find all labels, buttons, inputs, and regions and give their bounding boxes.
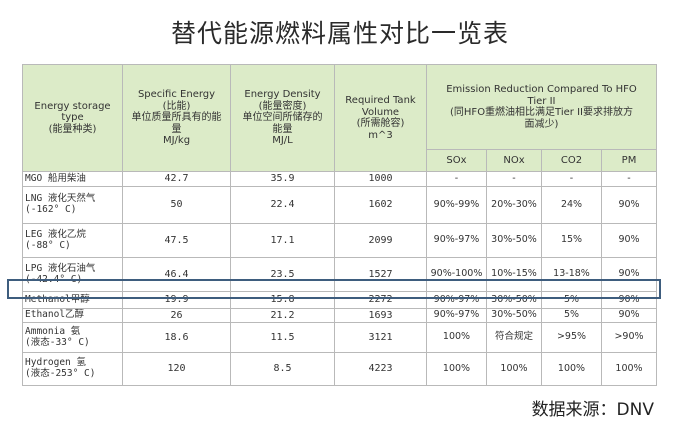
co2-cell: 24% (541, 186, 602, 224)
sox-cell: 100% (426, 322, 487, 353)
specific-energy-cell: 26 (122, 308, 231, 323)
sox-cell: 90%-100% (426, 257, 487, 292)
pm-cell: 90% (600, 223, 658, 258)
header-pm: PM (600, 149, 658, 172)
co2-cell: 13-18% (541, 257, 602, 292)
table-row: Ammonia 氨 (液态-33° C) 18.6 11.5 3121 100% … (22, 322, 658, 353)
co2-cell: 5% (541, 291, 602, 309)
specific-energy-cell: 47.5 (122, 223, 231, 258)
header-energy-density: Energy Density (能量密度) 单位空间所储存的 能量 MJ/L (230, 64, 335, 172)
fuel-name: MGO 船用柴油 (22, 171, 123, 187)
table-row: LNG 液化天然气 (-162° C) 50 22.4 1602 90%-99% … (22, 186, 658, 224)
pm-cell: 90% (600, 186, 658, 224)
header-tank-volume: Required Tank Volume (所需舱容) m^3 (334, 64, 427, 172)
sox-cell: 90%-97% (426, 308, 487, 323)
nox-cell: 100% (486, 352, 542, 386)
specific-energy-cell: 120 (122, 352, 231, 386)
fuel-name: LEG 液化乙烷 (-88° C) (22, 223, 123, 258)
header-specific-energy: Specific Energy (比能) 单位质量所具有的能 量 MJ/kg (122, 64, 231, 172)
energy-density-cell: 8.5 (230, 352, 335, 386)
nox-cell: 30%-50% (486, 223, 542, 258)
fuel-comparison-table: Energy storage type (能量种类) Specific Ener… (22, 64, 658, 386)
tank-volume-cell: 1000 (334, 171, 427, 187)
nox-cell: 10%-15% (486, 257, 542, 292)
specific-energy-cell: 50 (122, 186, 231, 224)
pm-cell: 100% (600, 352, 658, 386)
tank-volume-cell: 1527 (334, 257, 427, 292)
tank-volume-cell: 3121 (334, 322, 427, 353)
pm-cell: >90% (600, 322, 658, 353)
page-title: 替代能源燃料属性对比一览表 (170, 19, 509, 48)
pm-cell: 90% (600, 257, 658, 292)
fuel-name: Ethanol乙醇 (22, 308, 123, 323)
data-source-note: 数据来源：DNV (531, 400, 654, 420)
nox-cell: 20%-30% (486, 186, 542, 224)
tank-volume-cell: 1693 (334, 308, 427, 323)
tank-volume-cell: 1602 (334, 186, 427, 224)
specific-energy-cell: 42.7 (122, 171, 231, 187)
co2-cell: >95% (541, 322, 602, 353)
nox-cell: 30%-50% (486, 291, 542, 309)
energy-density-cell: 17.1 (230, 223, 335, 258)
co2-cell: 5% (541, 308, 602, 323)
table-row: LPG 液化石油气 (-42.4° C) 46.4 23.5 1527 90%-1… (22, 257, 658, 292)
energy-density-cell: 23.5 (230, 257, 335, 292)
specific-energy-cell: 46.4 (122, 257, 231, 292)
pm-cell: 90% (600, 308, 658, 323)
pm-cell: - (600, 171, 658, 187)
table-row: MGO 船用柴油 42.7 35.9 1000 - - - - (22, 171, 658, 187)
fuel-name: Ammonia 氨 (液态-33° C) (22, 322, 123, 353)
table-row: Methanol甲醇 19.9 15.8 2272 90%-97% 30%-50… (22, 291, 658, 309)
nox-cell: 30%-50% (486, 308, 542, 323)
header-emission-reduction: Emission Reduction Compared To HFO Tier … (425, 64, 658, 150)
header-energy-type: Energy storage type (能量种类) (22, 64, 123, 172)
energy-density-cell: 35.9 (230, 171, 335, 187)
sox-cell: 100% (426, 352, 487, 386)
header-nox: NOx (486, 149, 542, 172)
fuel-name: LNG 液化天然气 (-162° C) (22, 186, 123, 224)
nox-cell: - (486, 171, 542, 187)
nox-cell: 符合规定 (486, 322, 542, 353)
energy-density-cell: 11.5 (230, 322, 335, 353)
header-co2: CO2 (541, 149, 602, 172)
co2-cell: 100% (541, 352, 602, 386)
specific-energy-cell: 19.9 (122, 291, 231, 309)
co2-cell: 15% (541, 223, 602, 258)
fuel-name: LPG 液化石油气 (-42.4° C) (22, 257, 123, 292)
energy-density-cell: 21.2 (230, 308, 335, 323)
methanol-row-highlight (7, 279, 661, 299)
sox-cell: 90%-99% (426, 186, 487, 224)
energy-density-cell: 15.8 (230, 291, 335, 309)
header-sox: SOx (426, 149, 487, 172)
co2-cell: - (541, 171, 602, 187)
table-row: Ethanol乙醇 26 21.2 1693 90%-97% 30%-50% 5… (22, 308, 658, 323)
energy-density-cell: 22.4 (230, 186, 335, 224)
tank-volume-cell: 4223 (334, 352, 427, 386)
sox-cell: - (426, 171, 487, 187)
fuel-name: Hydrogen 氢 (液态-253° C) (22, 352, 123, 386)
table-row: LEG 液化乙烷 (-88° C) 47.5 17.1 2099 90%-97% … (22, 223, 658, 258)
sox-cell: 90%-97% (426, 223, 487, 258)
specific-energy-cell: 18.6 (122, 322, 231, 353)
tank-volume-cell: 2099 (334, 223, 427, 258)
table-row: Hydrogen 氢 (液态-253° C) 120 8.5 4223 100% … (22, 352, 658, 386)
